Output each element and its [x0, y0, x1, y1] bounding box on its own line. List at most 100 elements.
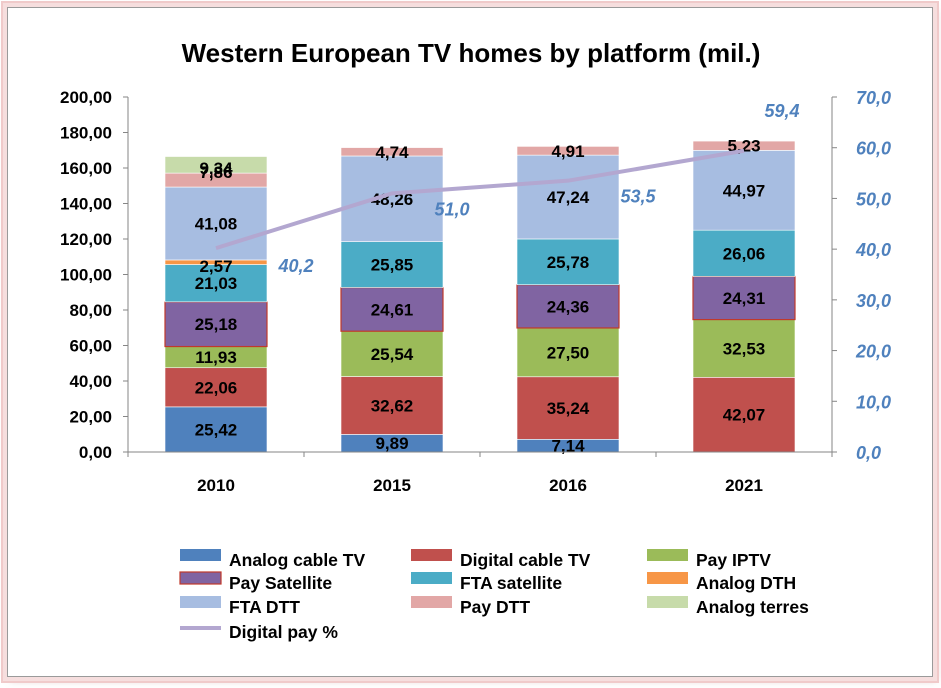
legend-label-pay-iptv: Pay IPTV [696, 550, 771, 570]
right-tick-label: 0,0 [856, 443, 881, 463]
bar-pay-iptv-2021 [692, 319, 796, 378]
left-tick-label: 60,00 [69, 337, 112, 356]
left-tick-label: 200,00 [60, 88, 112, 107]
data-label-pay-iptv-2010: 11,93 [195, 348, 237, 367]
right-tick-label: 40,0 [855, 240, 891, 260]
bar-digital-cable-tv-2016 [516, 376, 620, 440]
legend-label-fta-dtt: FTA DTT [229, 597, 300, 617]
data-label-analog-cable-tv-2016: 7,14 [551, 437, 585, 456]
digital-pay-line: 40,2 51,0 53,5 59,4 [215, 101, 800, 276]
x-tick-label: 2016 [549, 476, 587, 495]
data-label-pay-dtt-2016: 4,91 [551, 142, 584, 161]
bar-data-labels: 25,4222,0611,9325,1821,032,5741,087,869,… [195, 137, 766, 456]
data-label-pay-satellite-2016: 24,36 [547, 297, 590, 316]
legend-swatch-pay-iptv [647, 549, 688, 561]
x-tick-label: 2015 [373, 476, 411, 495]
bar-fta-satellite-2010 [164, 264, 268, 303]
data-label-fta-satellite-2021: 26,06 [723, 244, 766, 263]
legend-swatch-analog-terres [647, 596, 688, 608]
legend-label-digital-pay: Digital pay % [229, 622, 338, 642]
right-tick-label: 20,0 [855, 342, 891, 362]
bar-analog-terres-2010 [164, 156, 268, 174]
chart-title: Western European TV homes by platform (m… [182, 38, 761, 68]
legend-swatch-pay-dtt [411, 596, 452, 608]
legend-swatch-digital-cable-tv [411, 549, 452, 561]
x-tick-label: 2010 [197, 476, 235, 495]
legend-swatch-fta-dtt [180, 596, 221, 608]
right-tick-label: 10,0 [856, 392, 891, 412]
legend-label-analog-terres: Analog terres [696, 597, 809, 617]
line-point-label: 59,4 [764, 101, 799, 121]
right-tick-label: 60,0 [856, 139, 891, 159]
data-label-pay-satellite-2021: 24,31 [723, 289, 766, 308]
line-point-label: 53,5 [620, 187, 656, 207]
legend-swatch-analog-dth [647, 572, 688, 584]
right-tick-label: 70,0 [856, 88, 891, 108]
data-label-pay-iptv-2016: 27,50 [547, 343, 590, 362]
data-label-pay-dtt-2015: 4,74 [375, 143, 409, 162]
legend-label-pay-satellite: Pay Satellite [229, 573, 332, 593]
legend-swatch-pay-satellite [179, 571, 222, 585]
bar-stacks [164, 140, 796, 453]
data-label-fta-dtt-2010: 41,08 [195, 215, 238, 234]
legend-swatch-analog-cable-tv [180, 549, 221, 561]
data-label-analog-cable-tv-2010: 25,42 [195, 420, 238, 439]
data-label-digital-cable-tv-2016: 35,24 [547, 399, 590, 418]
bar-digital-cable-tv-2015 [340, 376, 444, 435]
line-point-label: 51,0 [434, 199, 469, 219]
data-label-fta-satellite-2015: 25,85 [371, 256, 414, 275]
bar-pay-dtt-2016 [516, 146, 620, 156]
legend-label-fta-satellite: FTA satellite [460, 573, 562, 593]
data-label-pay-satellite-2010: 25,18 [195, 315, 238, 334]
legend-label-pay-dtt: Pay DTT [460, 597, 530, 617]
left-tick-label: 0,00 [79, 443, 112, 462]
line-point-label: 40,2 [277, 256, 313, 276]
right-tick-label: 30,0 [856, 291, 891, 311]
legend: Analog cable TV Digital cable TV Pay IPTV P… [179, 549, 809, 642]
left-axis: 0,00 20,00 40,00 60,00 80,00 100,00 120,00 140,… [60, 88, 129, 462]
data-label-pay-iptv-2021: 32,53 [723, 339, 766, 358]
data-label-pay-satellite-2015: 24,61 [371, 300, 414, 319]
legend-label-analog-dth: Analog DTH [696, 573, 796, 593]
x-tick-label: 2021 [725, 476, 763, 495]
left-tick-label: 80,00 [69, 301, 112, 320]
right-tick-label: 50,0 [856, 189, 891, 209]
data-label-fta-dtt-2016: 47,24 [547, 188, 590, 207]
bar-pay-dtt-2021 [692, 140, 796, 151]
bar-analog-cable-tv-2010 [164, 406, 268, 453]
bar-fta-dtt-2021 [692, 150, 796, 231]
data-label-fta-satellite-2016: 25,78 [547, 253, 590, 272]
left-tick-label: 40,00 [69, 372, 112, 391]
data-label-pay-dtt-2010: 7,86 [199, 163, 232, 182]
bar-fta-dtt-2015 [340, 155, 444, 242]
bar-fta-dtt-2016 [516, 154, 620, 240]
data-label-digital-cable-tv-2021: 42,07 [723, 406, 766, 425]
data-label-fta-dtt-2021: 44,97 [723, 181, 766, 200]
bar-pay-satellite-2021 [692, 275, 796, 321]
data-label-digital-cable-tv-2010: 22,06 [195, 378, 238, 397]
digital-pay-line-path [215, 148, 745, 251]
legend-label-digital-cable-tv: Digital cable TV [460, 550, 591, 570]
data-label-analog-terres-2010: 9,34 [199, 159, 233, 178]
left-tick-label: 100,00 [60, 266, 112, 285]
bar-fta-satellite-2021 [692, 229, 796, 277]
bar-fta-satellite-2015 [340, 241, 444, 288]
bar-pay-satellite-2015 [340, 286, 444, 332]
data-label-pay-iptv-2015: 25,54 [371, 345, 414, 364]
bar-pay-iptv-2015 [340, 330, 444, 377]
left-tick-label: 160,00 [60, 159, 112, 178]
bar-pay-dtt-2015 [340, 147, 444, 157]
bar-pay-iptv-2016 [516, 327, 620, 378]
bar-fta-satellite-2016 [516, 238, 620, 286]
x-axis: 2010 2015 2016 2021 [127, 451, 833, 495]
legend-swatch-fta-satellite [411, 572, 452, 584]
left-tick-label: 140,00 [60, 195, 112, 214]
data-label-analog-dth-2010: 2,57 [199, 257, 232, 276]
data-label-fta-satellite-2010: 21,03 [195, 274, 238, 293]
data-label-analog-cable-tv-2015: 9,89 [375, 434, 408, 453]
bar-pay-satellite-2016 [516, 284, 620, 329]
bar-digital-cable-tv-2021 [692, 377, 796, 453]
data-label-digital-cable-tv-2015: 32,62 [371, 396, 414, 415]
left-tick-label: 20,00 [69, 408, 112, 427]
